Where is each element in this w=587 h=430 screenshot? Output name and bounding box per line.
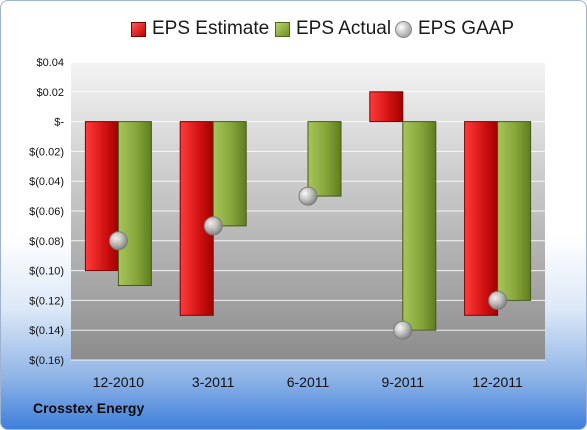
legend-label-eps-estimate: EPS Estimate — [152, 18, 270, 39]
x-axis-ticks: 12-2010 3-2011 6-2011 9-2011 12-2011 — [93, 374, 523, 390]
marker-eps-gaap — [203, 216, 223, 236]
marker-eps-gaap — [298, 186, 318, 206]
marker-eps-gaap — [108, 231, 128, 251]
bar-series — [84, 91, 532, 331]
x-tick-label: 6-2011 — [287, 374, 330, 390]
y-tick-label: $(0.16) — [29, 355, 64, 367]
bar-eps-actual — [117, 121, 152, 286]
bar-eps-actual — [497, 121, 532, 301]
x-tick-label: 12-2011 — [472, 374, 523, 390]
x-tick-label: 12-2010 — [93, 374, 145, 390]
y-tick-label: $(0.12) — [29, 295, 64, 307]
y-tick-label: $(0.14) — [29, 325, 64, 337]
company-name: Crosstex Energy — [33, 400, 145, 416]
y-tick-label: $(0.10) — [29, 266, 64, 278]
legend-item-eps-gaap: EPS GAAP — [395, 14, 514, 44]
x-tick-label: 3-2011 — [192, 374, 235, 390]
y-tick-label: $(0.06) — [29, 206, 64, 218]
legend-swatch-eps-actual — [275, 21, 290, 37]
y-tick-label: $(0.08) — [29, 236, 64, 248]
bar-eps-estimate — [369, 91, 404, 123]
legend-label-eps-gaap: EPS GAAP — [418, 18, 515, 39]
chart-legend: EPS Estimate EPS Actual EPS GAAP — [0, 14, 587, 44]
y-tick-label: $(0.04) — [29, 176, 64, 188]
legend-swatch-eps-estimate — [131, 21, 146, 37]
legend-swatch-eps-gaap — [395, 20, 412, 38]
bar-eps-actual — [402, 121, 437, 331]
y-tick-label: $0.02 — [36, 87, 64, 99]
bar-eps-estimate — [464, 121, 499, 316]
bar-eps-actual — [212, 121, 247, 227]
gaap-markers — [108, 186, 508, 340]
legend-item-eps-actual: EPS Actual — [275, 14, 391, 44]
bar-eps-actual — [307, 121, 342, 197]
y-tick-label: $- — [54, 117, 64, 129]
legend-label-eps-actual: EPS Actual — [296, 18, 392, 39]
y-axis-ticks: $0.04 $0.02 $- $(0.02) $(0.04) $(0.06) $(0.08)… — [29, 57, 64, 367]
x-tick-label: 9-2011 — [382, 374, 425, 390]
marker-eps-gaap — [488, 290, 508, 310]
marker-eps-gaap — [393, 320, 413, 340]
legend-item-eps-estimate: EPS Estimate — [131, 14, 269, 44]
y-tick-label: $(0.02) — [29, 146, 64, 158]
y-tick-label: $0.04 — [36, 57, 64, 69]
